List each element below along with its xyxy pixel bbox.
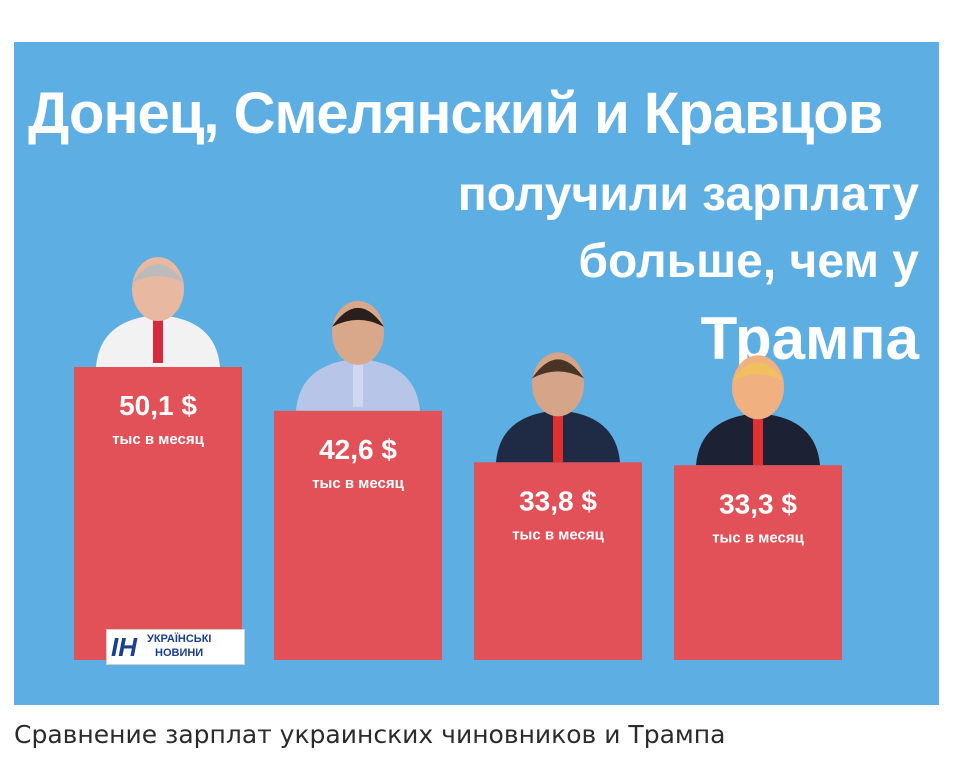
- salary-bar-chart: 50,1 $ тыс в месяц 42,6 $ тыс в месяц 33,8 $…: [74, 257, 842, 660]
- unit-label: тыс в месяц: [712, 529, 804, 546]
- person-hair: [332, 307, 384, 327]
- value-label: 33,8 $: [519, 485, 597, 516]
- tie: [753, 415, 763, 466]
- person-hair: [732, 362, 784, 382]
- value-label: 50,1 $: [119, 390, 197, 421]
- bar-4: [674, 465, 842, 660]
- headline-line-2: получили зарплату: [457, 168, 919, 221]
- person-hair: [132, 264, 184, 283]
- headline-line-3: больше, чем у: [578, 235, 919, 288]
- bar-1: [74, 367, 242, 660]
- value-label: 42,6 $: [319, 434, 397, 465]
- tie: [553, 412, 563, 463]
- unit-label: тыс в месяц: [512, 526, 604, 543]
- headline-line-1: Донец, Смелянский и Кравцов: [28, 81, 883, 146]
- infographic-panel: Донец, Смелянский и Кравцов получили зар…: [14, 42, 939, 705]
- unit-label: тыс в месяц: [112, 431, 204, 448]
- tie: [353, 362, 363, 407]
- logo-line-1: УКРАЇНСЬКІ: [147, 633, 212, 645]
- logo-line-2: НОВИНИ: [155, 647, 204, 659]
- logo-mark: ІН: [111, 632, 137, 662]
- tie: [153, 319, 163, 363]
- person-hair: [532, 359, 584, 379]
- headline-line-4: Трампа: [700, 305, 919, 372]
- bar-2: [274, 410, 442, 660]
- bar-3: [474, 462, 642, 660]
- value-label: 33,3 $: [719, 488, 797, 519]
- image-caption: Сравнение зарплат украинских чиновников …: [14, 720, 726, 749]
- unit-label: тыс в месяц: [312, 475, 404, 492]
- ukrainski-novyny-logo: ІН УКРАЇНСЬКІ НОВИНИ: [106, 629, 245, 665]
